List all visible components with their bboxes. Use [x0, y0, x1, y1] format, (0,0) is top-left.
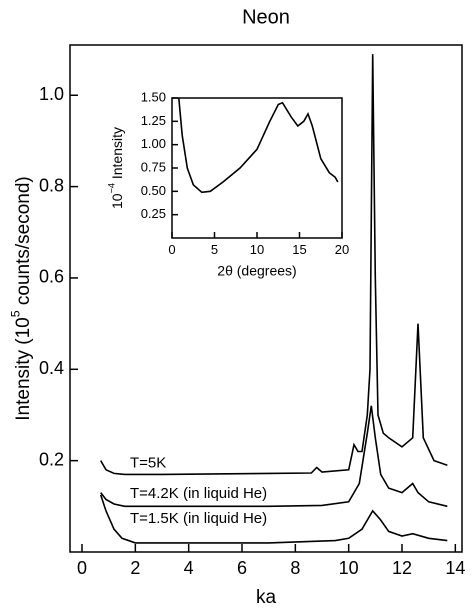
data-line — [100, 405, 448, 508]
y-tick-label: 0.6 — [39, 267, 64, 287]
x-tick-label: 14 — [445, 558, 465, 578]
data-line — [178, 97, 339, 194]
y-axis-label-part: Intensity — [109, 127, 125, 183]
y-tick-label: 0.50 — [141, 183, 166, 198]
x-tick-label: 8 — [290, 558, 300, 578]
plot-frame — [171, 97, 343, 239]
data-line — [100, 54, 448, 476]
y-tick-label: 1.00 — [141, 136, 166, 151]
y-axis-label: Intensity (105 counts/second) — [9, 176, 34, 421]
y-tick-label: 1.0 — [39, 84, 64, 104]
x-axis-label: ka — [256, 587, 277, 608]
y-tick-label: 1.25 — [141, 113, 166, 128]
x-tick-label: 2 — [130, 558, 140, 578]
x-tick-label: 15 — [292, 242, 306, 257]
x-tick-label: 10 — [339, 558, 359, 578]
x-tick-label: 4 — [184, 558, 194, 578]
x-tick-label: 6 — [237, 558, 247, 578]
x-tick-label: 0 — [168, 242, 175, 257]
x-tick-label: 12 — [392, 558, 412, 578]
y-tick-label: 0.4 — [39, 358, 64, 378]
y-axis-label-part: −4 — [107, 183, 117, 193]
y-tick-label: 1.50 — [141, 89, 166, 104]
y-tick-label: 0.8 — [39, 175, 64, 195]
y-axis-label-part: Intensity (10 — [13, 317, 34, 421]
series-label: T=5K — [130, 454, 166, 471]
chart-title: Neon — [242, 6, 290, 28]
x-tick-label: 0 — [77, 558, 87, 578]
y-axis-label: 10−4 Intensity — [107, 127, 125, 209]
series-label: T=1.5K (in liquid He) — [130, 510, 267, 527]
x-tick-label: 10 — [250, 242, 264, 257]
x-tick-label: 5 — [211, 242, 218, 257]
y-tick-label: 0.75 — [141, 159, 166, 174]
y-tick-label: 0.25 — [141, 206, 166, 221]
y-tick-label: 0.2 — [39, 449, 64, 469]
x-axis-label: 2θ (degrees) — [217, 263, 296, 279]
x-tick-label: 20 — [335, 242, 349, 257]
data-line — [99, 494, 448, 544]
y-axis-label-part: counts/second) — [13, 176, 34, 310]
y-axis-label-part: 5 — [9, 310, 23, 317]
series-label: T=4.2K (in liquid He) — [130, 485, 267, 502]
y-axis-label-part: 10 — [109, 193, 125, 209]
